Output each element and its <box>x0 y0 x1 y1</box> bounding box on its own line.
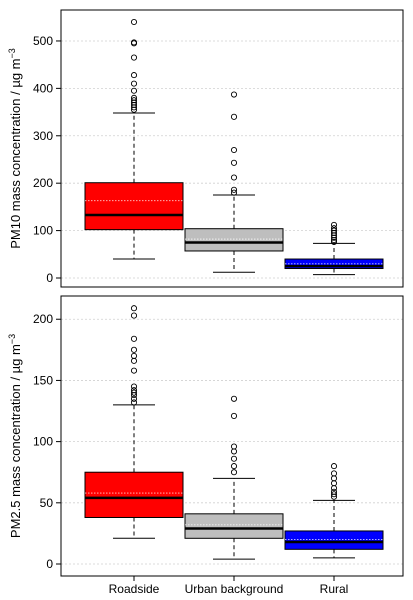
y-tick-label: 200 <box>33 312 53 326</box>
outlier-point <box>230 412 238 419</box>
box-body <box>84 182 184 231</box>
box-body <box>184 513 284 539</box>
outlier-point <box>130 18 138 26</box>
outlier-point <box>130 80 138 87</box>
outlier-point <box>130 87 138 94</box>
outlier-point <box>130 389 138 396</box>
outlier-point <box>330 227 338 234</box>
outlier-point <box>230 174 238 181</box>
outlier-point <box>230 159 238 166</box>
outlier-point <box>130 387 138 394</box>
y-axis-title-main: PM10 mass concentration / µg m <box>8 58 23 248</box>
outlier-point <box>130 54 138 61</box>
outlier-point <box>130 101 138 109</box>
y-tick-label: 500 <box>33 34 53 48</box>
y-axis-title: PM10 mass concentration / µg m−3 <box>7 48 23 249</box>
outlier-point <box>330 475 338 482</box>
outlier-point <box>330 491 338 498</box>
outlier-point <box>330 488 338 495</box>
y-axis-title-main: PM2.5 mass concentration / µg m <box>8 344 23 538</box>
plot-frame <box>60 295 404 577</box>
outlier-point <box>330 238 338 246</box>
outlier-point <box>330 485 338 492</box>
outlier-point <box>230 186 238 193</box>
box-body <box>184 228 284 252</box>
box-urban-background <box>184 395 284 560</box>
box-rural <box>284 463 384 559</box>
outlier-point <box>330 480 338 487</box>
outlier-point <box>230 463 238 470</box>
outlier-point <box>130 312 138 319</box>
outlier-point <box>130 399 138 406</box>
y-tick-label: 0 <box>46 557 53 571</box>
outlier-point <box>230 443 238 450</box>
outlier-point <box>330 229 338 237</box>
outlier-point <box>130 72 138 79</box>
outlier-point <box>130 383 138 390</box>
outlier-point <box>130 106 138 113</box>
outlier-point <box>130 367 138 374</box>
outlier-point <box>130 346 138 353</box>
box-roadside <box>84 305 184 539</box>
x-category-label: Urban background <box>185 582 284 596</box>
y-tick-label: 200 <box>33 176 53 190</box>
outlier-point <box>230 189 238 196</box>
outlier-point <box>230 395 238 402</box>
outlier-point <box>330 225 338 232</box>
y-axis-title: PM2.5 mass concentration / µg m−3 <box>7 334 23 538</box>
y-tick-label: 100 <box>33 435 53 449</box>
chart-panel-1: 0 100 200 300 400 500 PM10 mass concentration … <box>7 9 404 288</box>
outlier-point <box>130 104 138 111</box>
box-roadside <box>84 18 184 260</box>
y-tick-label: 50 <box>40 496 54 510</box>
outlier-point <box>130 335 138 342</box>
y-tick-label: 300 <box>33 129 53 143</box>
box-urban-background <box>184 91 284 273</box>
outlier-point <box>130 94 138 101</box>
plot-frame <box>60 9 404 288</box>
outlier-point <box>330 463 338 470</box>
y-axis-title-superscript: −3 <box>7 48 17 58</box>
chart-panel-2: 0 50 100 150 200 PM2.5 mass concentration / µ… <box>7 295 404 596</box>
x-category-label: Rural <box>320 582 349 596</box>
outlier-point <box>230 448 238 455</box>
outlier-point <box>230 113 238 120</box>
box-body <box>84 471 184 518</box>
y-axis-title-superscript: −3 <box>7 334 17 344</box>
box-body <box>284 530 384 550</box>
outlier-point <box>230 146 238 154</box>
outlier-point <box>330 470 338 477</box>
outlier-point <box>230 469 238 476</box>
outlier-point <box>130 97 138 104</box>
outlier-point <box>130 305 138 312</box>
y-tick-label: 400 <box>33 81 53 95</box>
outlier-point <box>330 232 338 239</box>
outlier-point <box>130 39 138 46</box>
outlier-point <box>130 99 138 106</box>
outlier-point <box>230 455 238 462</box>
outlier-point <box>330 221 338 228</box>
outlier-point <box>230 91 238 98</box>
y-tick-label: 150 <box>33 373 53 387</box>
outlier-point <box>130 395 138 402</box>
y-tick-label: 100 <box>33 224 53 238</box>
box-rural <box>284 221 384 276</box>
outlier-point <box>330 234 338 241</box>
outlier-point <box>130 352 138 360</box>
outlier-point <box>130 357 138 364</box>
y-tick-label: 0 <box>46 271 53 285</box>
x-category-label: Roadside <box>109 582 160 596</box>
outlier-point <box>330 237 338 244</box>
